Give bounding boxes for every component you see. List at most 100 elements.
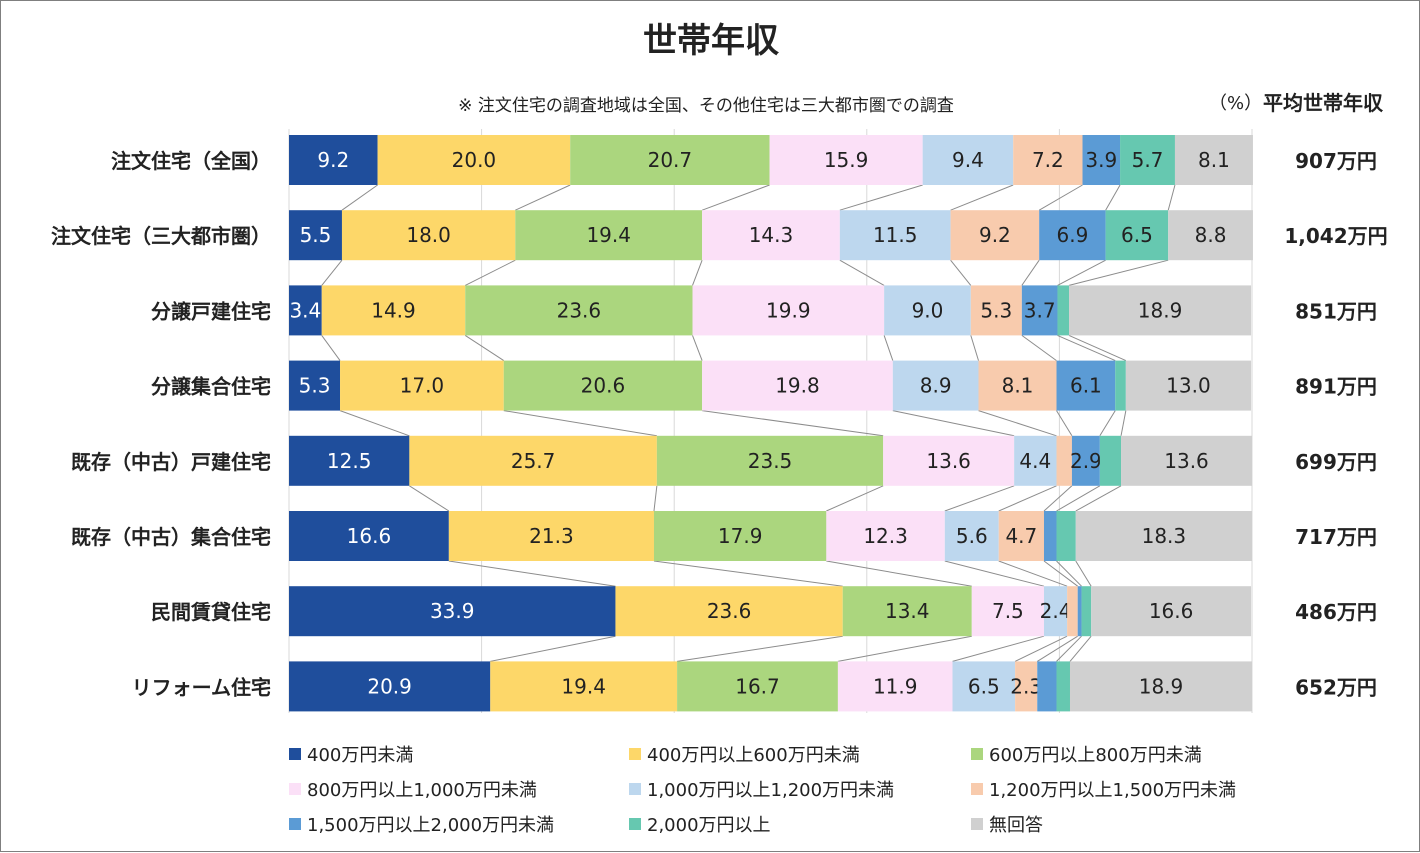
series-connector-line (1038, 184, 1083, 211)
data-label: 12.3 (863, 524, 908, 548)
bar-segment (656, 435, 884, 486)
data-label: 20.7 (648, 148, 693, 172)
bar-segment (769, 135, 923, 185)
data-label: 16.6 (347, 524, 392, 548)
data-label: 6.5 (968, 674, 1000, 698)
bar-segment (503, 360, 703, 411)
data-label: 19.8 (775, 374, 820, 398)
average-income-value: 851万円 (1295, 299, 1377, 323)
series-connector-line (701, 184, 770, 211)
data-label: 20.6 (581, 374, 626, 398)
series-connector-line (839, 259, 885, 286)
bar-segment (1056, 511, 1076, 561)
bar-segment (1013, 135, 1083, 185)
bar-segment (289, 285, 322, 336)
series-connector-line (1056, 635, 1082, 662)
data-label: 6.1 (1070, 374, 1102, 398)
series-connector-line (998, 485, 1057, 512)
data-label: 9.4 (952, 148, 984, 172)
bar-segment (1115, 360, 1126, 411)
bar-segment (289, 435, 410, 486)
data-label: 7.5 (992, 599, 1024, 623)
series-connector-line (677, 635, 843, 662)
legend-swatch (289, 818, 301, 830)
data-label: 2.3 (1010, 674, 1042, 698)
bar-segment (970, 285, 1022, 336)
data-label: 16.6 (1149, 599, 1194, 623)
series-connector-line (1057, 259, 1106, 286)
bar-segment (653, 511, 827, 561)
series-connector-line (1069, 635, 1092, 662)
data-label: 33.9 (430, 599, 475, 623)
series-connector-line (1105, 184, 1121, 211)
legend-item: 1,200万円以上1,500万円未満 (971, 776, 1236, 802)
data-label: 18.3 (1142, 524, 1187, 548)
series-connector-line (1120, 410, 1127, 436)
bar-segment (448, 511, 654, 561)
bar-segment (1067, 586, 1078, 637)
bar-segment (1015, 661, 1038, 712)
bar-segment (377, 135, 571, 185)
bar-segment (998, 511, 1044, 561)
bar-segment (702, 360, 893, 411)
legend-label: 1,000万円以上1,200万円未満 (647, 780, 895, 801)
data-label: 5.7 (1132, 148, 1164, 172)
chart-title: 世帯年収 (643, 21, 779, 61)
series-connector-line (950, 184, 1014, 211)
bar-segment (341, 210, 516, 261)
bar-segment (950, 210, 1040, 261)
bar-segment (1069, 285, 1252, 336)
bar-segment (289, 511, 449, 561)
data-label: 18.9 (1139, 674, 1184, 698)
bar-segment (842, 586, 972, 637)
bar-segment (409, 435, 657, 486)
category-label: リフォーム住宅 (132, 675, 271, 699)
bar-segment (289, 661, 491, 712)
data-label: 17.9 (718, 524, 763, 548)
series-connector-line (1068, 259, 1169, 286)
series-connector-line (1021, 259, 1040, 286)
legend-swatch (971, 783, 983, 795)
data-label: 23.5 (748, 449, 793, 473)
data-label: 19.9 (766, 298, 811, 322)
data-label: 5.6 (956, 524, 988, 548)
series-connector-line (1099, 410, 1116, 437)
series-connector-line (837, 635, 972, 662)
data-label: 7.2 (1032, 148, 1064, 172)
series-connector-line (692, 335, 703, 361)
data-label: 16.7 (735, 674, 780, 698)
series-connector-line (490, 635, 616, 662)
data-label: 5.5 (300, 223, 332, 247)
data-label: 12.5 (327, 449, 372, 473)
legend-item: 800万円以上1,000万円未満 (289, 776, 537, 802)
series-connector-line (826, 560, 972, 587)
series-connector-line (653, 560, 843, 587)
bar-segment (1105, 210, 1169, 261)
data-label: 8.9 (920, 374, 952, 398)
series-connector-line (944, 560, 1045, 587)
series-connector-line (1075, 485, 1122, 512)
bar-segment (892, 360, 979, 411)
bar-segment (1168, 210, 1253, 261)
bar-segment (971, 586, 1044, 637)
data-label: 2.4 (1040, 599, 1072, 623)
unit-label: （%） (1209, 93, 1263, 114)
legend-label: 無回答 (989, 815, 1043, 836)
data-label: 18.0 (406, 223, 451, 247)
series-connector-line (464, 334, 505, 362)
series-connector-line (702, 410, 884, 437)
series-connector-line (944, 485, 1015, 512)
data-label: 13.6 (926, 449, 971, 473)
data-label: 18.9 (1138, 298, 1183, 322)
data-label: 2.9 (1070, 449, 1102, 473)
legend-swatch (971, 748, 983, 760)
series-connector-line (465, 259, 516, 286)
bar-segment (1077, 586, 1082, 637)
bar-segment (826, 511, 945, 561)
bar-segment (1174, 135, 1253, 185)
data-label: 23.6 (557, 298, 602, 322)
bar-segment (321, 285, 466, 336)
series-connector-line (1014, 635, 1068, 662)
data-label: 21.3 (529, 524, 574, 548)
